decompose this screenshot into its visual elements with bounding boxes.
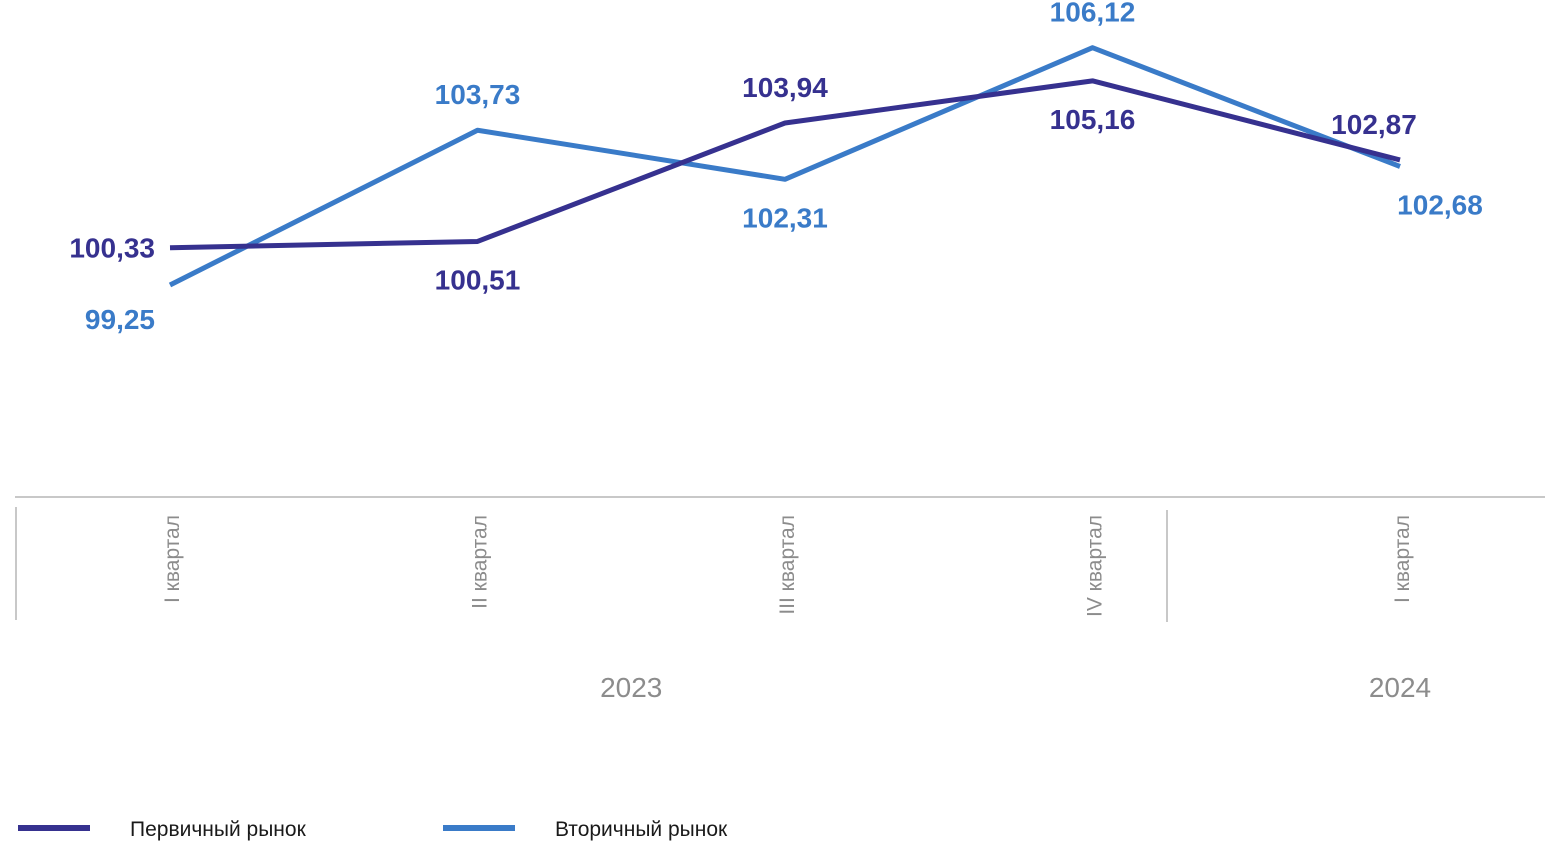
- x-axis: I квартал II квартал III квартал IV квартал…: [15, 496, 1545, 703]
- x-tick-label: I квартал: [161, 515, 184, 603]
- x-tick-label: I квартал: [1391, 515, 1414, 603]
- data-label: 102,31: [742, 202, 828, 233]
- data-label: 100,51: [435, 264, 521, 295]
- data-label: 102,87: [1331, 109, 1417, 140]
- data-label: 106,12: [1050, 0, 1136, 28]
- data-label: 99,25: [85, 304, 155, 335]
- legend-label-secondary: Вторичный рынок: [555, 818, 728, 841]
- data-label: 103,94: [742, 72, 828, 103]
- legend: Первичный рынок Вторичный рынок: [18, 818, 728, 841]
- data-label: 102,68: [1397, 190, 1483, 221]
- data-label: 100,33: [69, 233, 155, 264]
- x-group-label: 2023: [600, 672, 662, 703]
- x-group-label: 2024: [1369, 672, 1431, 703]
- data-label: 105,16: [1050, 104, 1136, 135]
- legend-label-primary: Первичный рынок: [130, 818, 307, 841]
- series-line-0: [169, 78, 1401, 251]
- series-line-1: [168, 45, 1401, 288]
- data-labels: 100,33 100,51 103,94 105,16 102,87 99,25 103,7…: [69, 0, 1482, 335]
- x-tick-label: IV квартал: [1084, 515, 1107, 617]
- series-lines: [168, 45, 1401, 288]
- x-tick-label: III квартал: [776, 515, 799, 615]
- data-label: 103,73: [435, 79, 521, 110]
- x-tick-label: II квартал: [469, 515, 492, 609]
